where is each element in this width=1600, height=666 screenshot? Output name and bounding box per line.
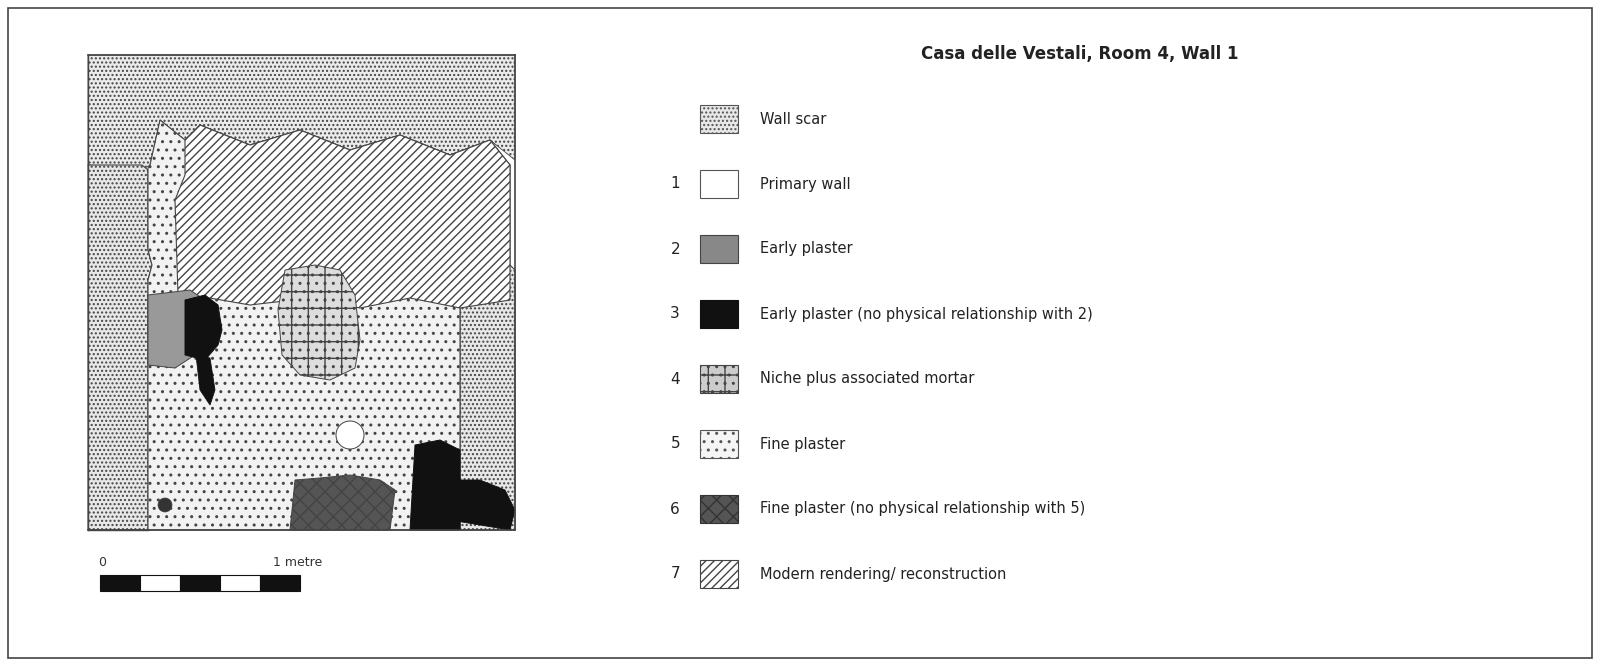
Text: Fine plaster: Fine plaster	[760, 436, 845, 452]
Bar	[701, 235, 738, 263]
Bar	[99, 575, 141, 591]
Text: Niche plus associated mortar: Niche plus associated mortar	[760, 372, 974, 386]
Bar	[259, 575, 301, 591]
Text: 4: 4	[670, 372, 680, 386]
Polygon shape	[174, 125, 510, 310]
Text: Fine plaster (no physical relationship with 5): Fine plaster (no physical relationship w…	[760, 501, 1085, 517]
Bar	[701, 300, 738, 328]
Text: Modern rendering/ reconstruction: Modern rendering/ reconstruction	[760, 567, 1006, 581]
Circle shape	[158, 498, 173, 512]
Text: 3: 3	[670, 306, 680, 322]
Text: Casa delle Vestali, Room 4, Wall 1: Casa delle Vestali, Room 4, Wall 1	[922, 45, 1238, 63]
Bar	[88, 55, 510, 530]
Polygon shape	[147, 120, 510, 530]
Bar	[701, 105, 738, 133]
Bar	[179, 575, 221, 591]
Text: Early plaster: Early plaster	[760, 242, 853, 256]
Bar	[701, 170, 738, 198]
Polygon shape	[450, 480, 515, 530]
Text: 0: 0	[98, 556, 106, 569]
Text: Wall scar: Wall scar	[760, 111, 826, 127]
Text: 1 metre: 1 metre	[274, 556, 323, 569]
Bar	[141, 575, 179, 591]
Text: Primary wall: Primary wall	[760, 176, 851, 192]
Text: 1: 1	[670, 176, 680, 192]
Polygon shape	[278, 265, 360, 380]
Text: 2: 2	[670, 242, 680, 256]
Text: 6: 6	[670, 501, 680, 517]
Polygon shape	[410, 440, 461, 530]
Bar	[701, 495, 738, 523]
Polygon shape	[88, 165, 152, 530]
Circle shape	[336, 421, 365, 449]
Polygon shape	[461, 265, 515, 530]
Polygon shape	[195, 355, 214, 405]
Text: 7: 7	[670, 567, 680, 581]
Polygon shape	[88, 55, 515, 168]
Text: 5: 5	[670, 436, 680, 452]
Polygon shape	[147, 290, 205, 368]
Bar	[701, 430, 738, 458]
Bar	[701, 560, 738, 588]
Text: Early plaster (no physical relationship with 2): Early plaster (no physical relationship …	[760, 306, 1093, 322]
Polygon shape	[290, 475, 395, 530]
Bar	[221, 575, 259, 591]
Polygon shape	[186, 295, 222, 360]
Bar	[701, 365, 738, 393]
